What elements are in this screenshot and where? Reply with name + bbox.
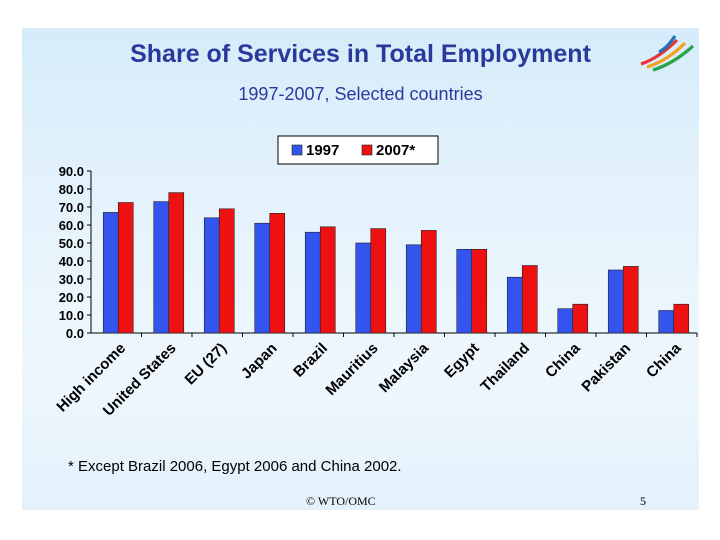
bar-1997 <box>506 276 523 334</box>
y-tick-label: 0.0 <box>66 326 84 341</box>
bar-2007 <box>521 265 538 334</box>
y-tick-label: 20.0 <box>59 290 84 305</box>
bar-1997 <box>203 217 220 334</box>
slide: Share of Services in Total Employment 19… <box>22 28 699 510</box>
x-tick-label: Brazil <box>290 340 331 381</box>
y-tick-label: 30.0 <box>59 272 84 287</box>
y-tick-label: 40.0 <box>59 254 84 269</box>
x-tick-label: Pakistan <box>578 340 634 396</box>
footnote: * Except Brazil 2006, Egypt 2006 and Chi… <box>68 458 402 475</box>
legend-box <box>277 135 439 165</box>
page-number: 5 <box>640 494 646 508</box>
legend-swatch-1997 <box>291 144 303 156</box>
y-tick-label: 70.0 <box>59 200 84 215</box>
bar-1997 <box>153 201 170 334</box>
y-tick-label: 90.0 <box>59 164 84 179</box>
x-tick-label: Malaysia <box>376 339 433 396</box>
bar-2007 <box>168 192 185 334</box>
bar-2007 <box>370 228 387 334</box>
legend-label-2007: 2007* <box>376 142 415 159</box>
x-tick-label: Japan <box>238 340 281 383</box>
x-tick-label: Mauritius <box>322 340 381 399</box>
bar-1997 <box>456 249 473 334</box>
x-tick-label: Egypt <box>441 340 482 381</box>
legend-label-1997: 1997 <box>306 142 339 159</box>
bar-2007 <box>319 226 336 334</box>
bar-2007 <box>572 303 589 334</box>
y-tick-label: 80.0 <box>59 182 84 197</box>
y-tick-label: 60.0 <box>59 218 84 233</box>
bar-chart: 0.010.020.030.040.050.060.070.080.090.0H… <box>53 135 698 420</box>
y-tick-label: 50.0 <box>59 236 84 251</box>
bar-1997 <box>557 308 574 334</box>
slide-subtitle: 1997-2007, Selected countries <box>238 84 483 104</box>
copyright: © WTO/OMC <box>306 494 376 508</box>
bar-2007 <box>269 213 286 334</box>
x-tick-label: Thailand <box>477 340 533 396</box>
bar-2007 <box>471 249 488 334</box>
x-tick-label: China <box>542 339 584 381</box>
x-tick-label: EU (27) <box>182 340 231 389</box>
legend-swatch-2007 <box>361 144 373 156</box>
x-tick-label: China <box>643 339 685 381</box>
wto-logo-icon <box>640 35 695 72</box>
bar-2007 <box>218 208 235 334</box>
bar-1997 <box>607 269 624 334</box>
slide-title: Share of Services in Total Employment <box>130 40 591 68</box>
bar-1997 <box>405 244 422 334</box>
bar-1997 <box>658 310 675 334</box>
bar-1997 <box>355 242 372 334</box>
bar-1997 <box>254 222 271 334</box>
bar-2007 <box>117 202 134 334</box>
bar-2007 <box>673 303 690 334</box>
bar-1997 <box>102 212 119 334</box>
bar-2007 <box>622 266 639 334</box>
bar-2007 <box>420 230 437 334</box>
y-tick-label: 10.0 <box>59 308 84 323</box>
bar-1997 <box>304 231 321 334</box>
